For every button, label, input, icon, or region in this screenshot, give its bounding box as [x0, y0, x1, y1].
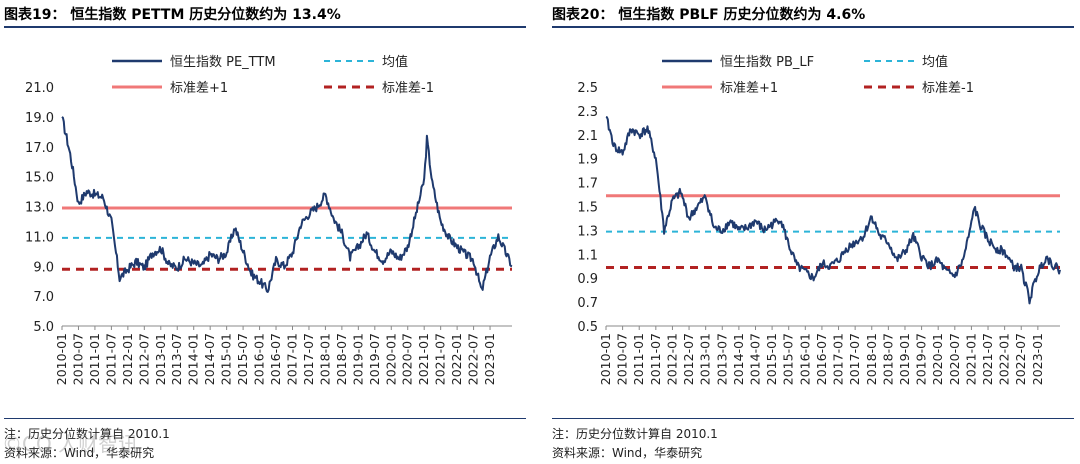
- legend-label: 恒生指数 PB_LF: [720, 55, 814, 70]
- y-tick-label: 1.5: [577, 201, 598, 216]
- x-tick-label: 2021-01: [963, 333, 978, 385]
- chart-panel-pb: 图表20： 恒生指数 PBLF 历史分位数约为 4.6% 恒生指数 PB_LF 均…: [552, 0, 1080, 464]
- y-tick-label: 1.7: [577, 177, 598, 192]
- x-tick-label: 2021-07: [980, 333, 995, 385]
- x-tick-label: 2011-07: [103, 333, 118, 385]
- x-tick-label: 2022-01: [997, 333, 1012, 385]
- legend-label: 标准差-1: [922, 81, 974, 96]
- chart-note: 注：历史分位数计算自 2010.1: [552, 427, 718, 441]
- x-tick-label: 2011-07: [648, 333, 663, 385]
- x-tick-label: 2015-01: [764, 333, 779, 385]
- x-tick-label: 2016-07: [814, 333, 829, 385]
- x-tick-label: 2018-07: [880, 333, 895, 385]
- x-tick-label: 2019-07: [367, 333, 382, 385]
- footer-divider: [552, 418, 1074, 419]
- x-tick-label: 2010-01: [54, 333, 69, 385]
- x-tick-label: 2023-01: [1030, 333, 1045, 385]
- x-tick-label: 2012-07: [681, 333, 696, 385]
- x-tick-label: 2011-01: [87, 333, 102, 385]
- y-tick-label: 19.0: [25, 111, 54, 126]
- y-tick-label: 0.7: [577, 296, 598, 311]
- x-tick-label: 2019-01: [350, 333, 365, 385]
- y-tick-label: 1.3: [577, 224, 598, 239]
- footer-divider: [4, 418, 526, 419]
- x-tick-label: 2018-01: [864, 333, 879, 385]
- x-tick-label: 2022-07: [466, 333, 481, 385]
- x-tick-label: 2015-01: [219, 333, 234, 385]
- watermark: ©CO 人财智讯: [2, 432, 139, 456]
- x-tick-label: 2020-01: [383, 333, 398, 385]
- legend-label: 均值: [922, 54, 948, 70]
- y-tick-label: 15.0: [25, 171, 54, 186]
- y-tick-label: 13.0: [25, 201, 54, 216]
- x-tick-label: 2011-01: [631, 333, 646, 385]
- x-tick-label: 2020-01: [930, 333, 945, 385]
- y-tick-label: 5.0: [33, 320, 54, 335]
- x-tick-label: 2018-01: [317, 333, 332, 385]
- x-tick-label: 2014-07: [747, 333, 762, 385]
- y-tick-label: 1.9: [577, 153, 598, 168]
- legend-label: 标准差-1: [382, 81, 434, 96]
- x-tick-label: 2015-07: [235, 333, 250, 385]
- x-tick-label: 2013-01: [698, 333, 713, 385]
- x-tick-label: 2010-07: [70, 333, 85, 385]
- chart-panel-pe: 图表19： 恒生指数 PETTM 历史分位数约为 13.4% 恒生指数 PE_T…: [4, 0, 536, 464]
- series-line: [61, 116, 513, 293]
- chart-source: 资料来源：Wind，华泰研究: [4, 446, 155, 460]
- x-tick-label: 2020-07: [947, 333, 962, 385]
- x-tick-label: 2012-01: [120, 333, 135, 385]
- y-tick-label: 2.3: [577, 105, 598, 120]
- y-tick-label: 0.9: [577, 272, 598, 287]
- x-tick-label: 2013-07: [169, 333, 184, 385]
- chart-source: 资料来源：Wind，华泰研究: [552, 446, 703, 460]
- chart-title: 图表19： 恒生指数 PETTM 历史分位数约为 13.4%: [4, 7, 341, 23]
- y-tick-label: 9.0: [33, 260, 54, 275]
- legend-label: 均值: [382, 54, 408, 70]
- x-tick-label: 2014-07: [202, 333, 217, 385]
- title-divider: [552, 26, 1074, 28]
- x-tick-label: 2017-07: [301, 333, 316, 385]
- x-tick-label: 2012-07: [136, 333, 151, 385]
- y-tick-label: 7.0: [33, 290, 54, 305]
- y-tick-label: 2.1: [577, 129, 598, 144]
- x-tick-label: 2019-07: [914, 333, 929, 385]
- chart-note: 注：历史分位数计算自 2010.1: [4, 427, 170, 441]
- legend-label: 恒生指数 PE_TTM: [170, 55, 276, 70]
- x-tick-label: 2010-01: [598, 333, 613, 385]
- y-tick-label: 0.5: [577, 320, 598, 335]
- x-tick-label: 2013-07: [714, 333, 729, 385]
- x-tick-label: 2017-01: [831, 333, 846, 385]
- x-tick-label: 2019-01: [897, 333, 912, 385]
- y-tick-label: 1.1: [577, 248, 598, 263]
- title-divider: [4, 26, 526, 28]
- x-tick-label: 2012-01: [664, 333, 679, 385]
- y-tick-label: 11.0: [25, 230, 54, 245]
- x-tick-label: 2023-01: [482, 333, 497, 385]
- x-tick-label: 2016-01: [797, 333, 812, 385]
- y-tick-label: 17.0: [25, 141, 54, 156]
- x-tick-label: 2010-07: [615, 333, 630, 385]
- x-tick-label: 2017-01: [284, 333, 299, 385]
- x-tick-label: 2013-01: [153, 333, 168, 385]
- legend-label: 标准差+1: [170, 81, 228, 96]
- x-tick-label: 2021-01: [416, 333, 431, 385]
- x-tick-label: 2021-07: [433, 333, 448, 385]
- x-tick-label: 2014-01: [731, 333, 746, 385]
- series-line: [605, 115, 1061, 305]
- legend-label: 标准差+1: [720, 81, 778, 96]
- y-tick-label: 21.0: [25, 81, 54, 96]
- x-tick-label: 2018-07: [334, 333, 349, 385]
- chart-title: 图表20： 恒生指数 PBLF 历史分位数约为 4.6%: [552, 7, 866, 23]
- x-tick-label: 2020-07: [400, 333, 415, 385]
- y-tick-label: 2.5: [577, 81, 598, 96]
- x-tick-label: 2016-07: [268, 333, 283, 385]
- x-tick-label: 2015-07: [781, 333, 796, 385]
- x-tick-label: 2017-07: [847, 333, 862, 385]
- x-tick-label: 2016-01: [252, 333, 267, 385]
- x-tick-label: 2022-07: [1013, 333, 1028, 385]
- x-tick-label: 2014-01: [186, 333, 201, 385]
- x-tick-label: 2022-01: [449, 333, 464, 385]
